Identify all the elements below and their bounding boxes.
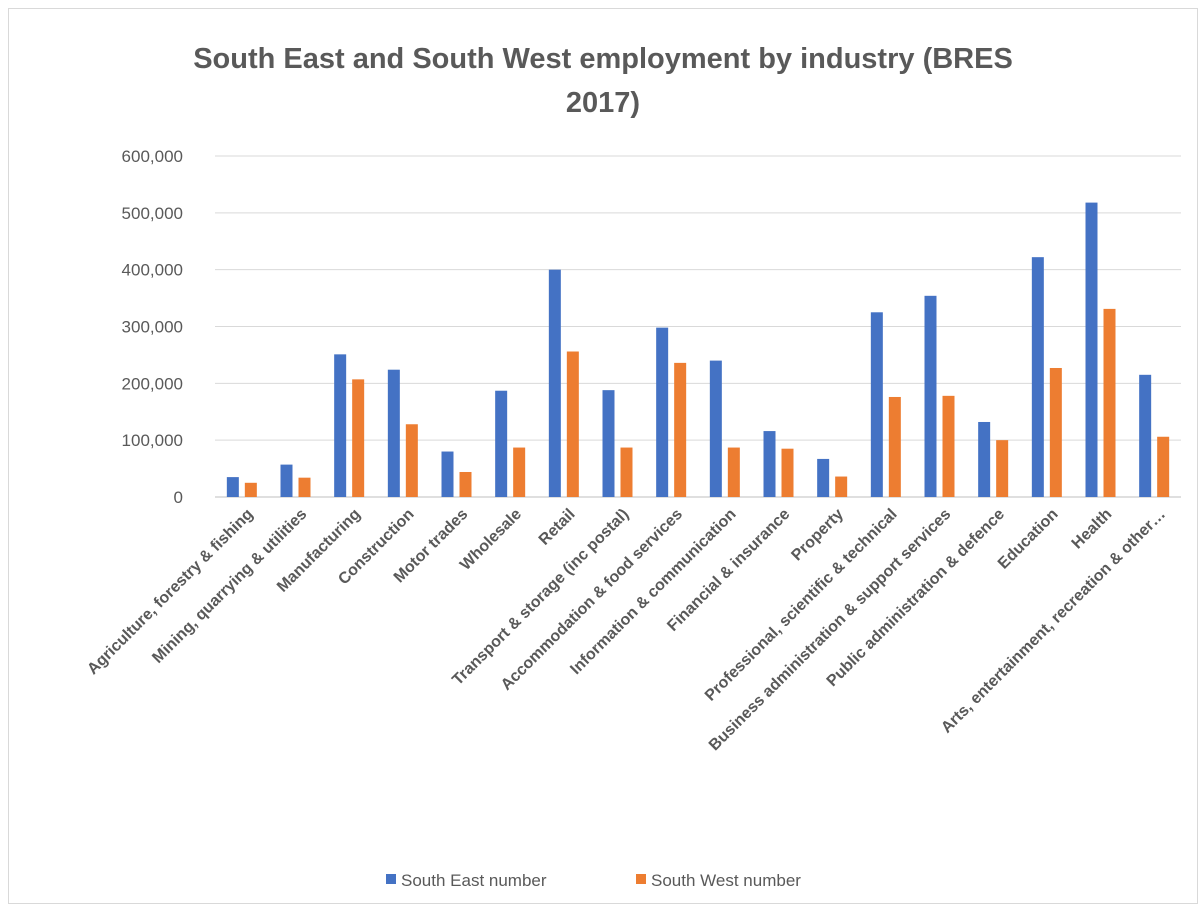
bar-south-west [781,448,794,497]
bar-south-east [548,269,561,497]
bar-south-west [835,476,848,497]
gridlines [215,155,1181,498]
bars [226,202,1170,497]
bar-south-east [387,369,400,497]
legend-swatch-south-east [386,874,396,884]
bar-south-east [334,354,347,497]
legend: South East number South West number [386,871,801,890]
bar-south-east [763,431,776,497]
bar-south-east [817,458,830,497]
bar-south-east [924,295,937,497]
bar-south-west [1049,367,1062,497]
x-tick-label: Health [1069,506,1116,553]
x-tick-label: Professional, scientific & technical [702,506,901,705]
bar-south-east [709,360,722,497]
bar-south-west [352,379,365,497]
chart-title-line-2: 2017) [565,87,641,119]
y-tick-label: 400,000 [122,261,183,280]
bar-south-west [888,396,901,497]
bar-south-west [727,447,740,497]
bar-south-west [996,440,1009,497]
bar-south-west [1103,308,1116,497]
y-tick-label: 100,000 [122,431,183,450]
bar-south-west [459,471,472,497]
bar-south-west [244,482,257,497]
y-tick-label: 600,000 [122,147,183,166]
bar-south-east [870,312,883,497]
bar-south-west [513,447,526,497]
legend-label-south-west: South West number [651,871,801,890]
bar-south-east [280,464,293,497]
y-tick-label: 200,000 [122,374,183,393]
y-tick-label: 300,000 [122,318,183,337]
chart-frame: South East and South West employment by … [8,8,1198,904]
bar-south-west [566,351,579,497]
legend-swatch-south-west [636,874,646,884]
bar-south-west [1157,436,1170,497]
y-axis-tick-labels: 0 100,000 200,000 300,000 400,000 500,000 600,… [122,147,183,507]
chart-title: South East and South West employment by … [9,37,1197,125]
legend-label-south-east: South East number [401,871,547,890]
bar-south-west [674,362,687,497]
bar-south-west [942,395,955,497]
bar-south-west [620,447,633,497]
chart-title-line-1: South East and South West employment by … [193,43,1013,75]
bar-chart: 0 100,000 200,000 300,000 400,000 500,000 600,… [84,147,1181,890]
bar-south-east [1139,374,1152,497]
y-tick-label: 0 [174,488,183,507]
x-tick-label: Retail [536,506,579,549]
bar-south-west [405,424,418,497]
y-tick-label: 500,000 [122,204,183,223]
bar-south-east [1031,257,1044,497]
bar-south-east [226,477,239,497]
bar-south-east [978,421,991,497]
bar-south-east [1085,202,1098,497]
bar-south-east [602,390,615,497]
bar-south-east [441,451,454,497]
bar-south-west [298,477,311,497]
bar-south-east [656,327,669,497]
bar-south-east [495,390,508,497]
